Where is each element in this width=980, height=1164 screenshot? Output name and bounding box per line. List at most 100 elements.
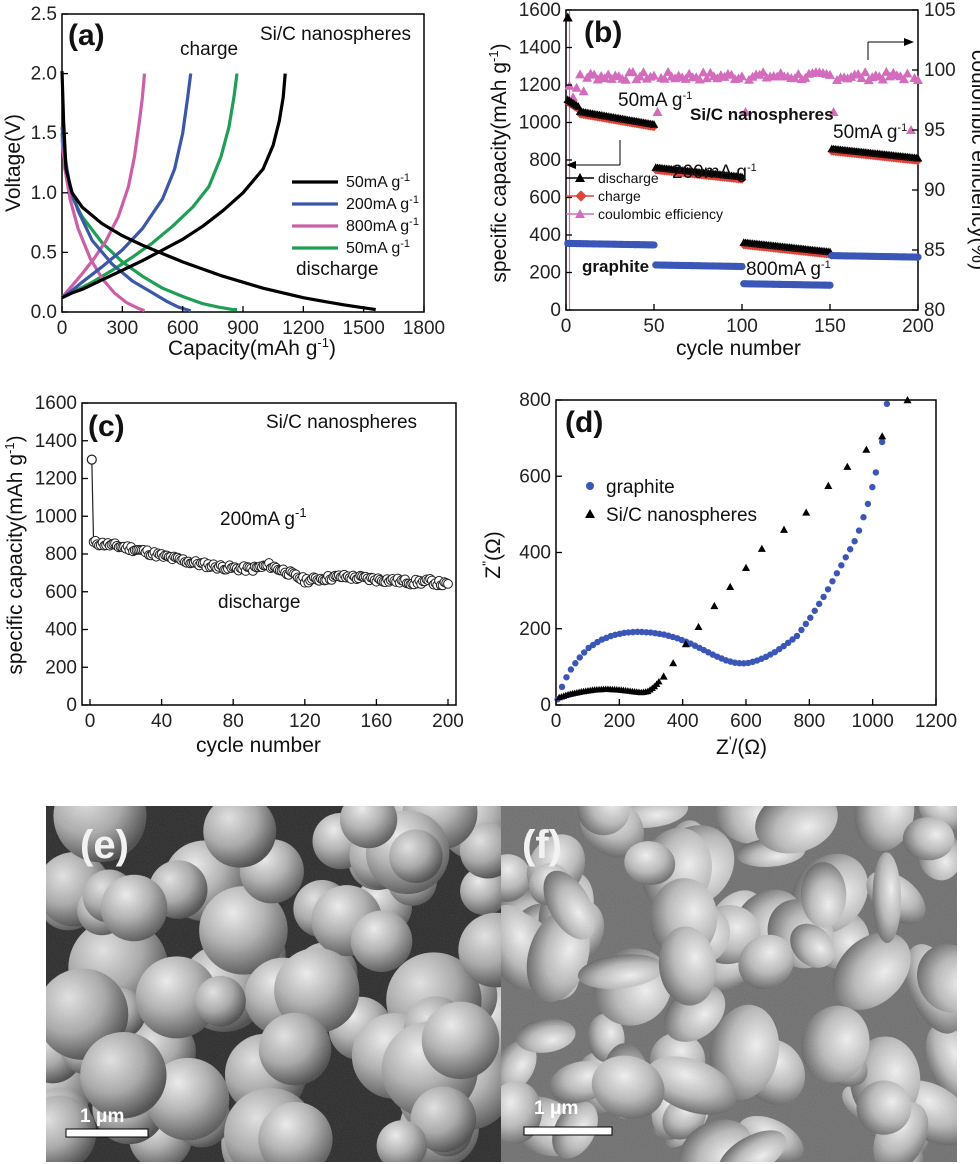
chart-c: 0 40 80 120 160 200 0 200 400 600 800 1000 1200 1400 1… [2,393,464,757]
y-tick-label: 600 [519,466,551,487]
y-tick-label: 1400 [519,38,561,59]
legend-label: 50mA g-1 [346,238,410,257]
graphite-point [833,570,841,577]
chart-d: 0 200 400 600 800 1000 1200 0 200 400 600 800 (d) g… [479,390,957,759]
y-tick-label: 0 [550,300,561,321]
graphite-point [869,483,876,491]
graphite-point [864,500,872,508]
y-tick-label: 400 [45,620,77,641]
y-tick-label: 800 [519,390,551,411]
chart-b-rate-4: 50mA g-1 [833,122,907,143]
chart-c-marks [86,454,453,591]
chart-b-legend: discharge charge coulombic efficiency [566,170,723,222]
x-tick-label: 0 [551,711,562,732]
series-line-charge [61,73,239,300]
ce-point [659,73,670,83]
ce-point [571,82,582,92]
y-tick-label: 0 [540,695,551,716]
y2-tick-label: 100 [924,60,956,81]
graphite-point [846,546,854,553]
ce-point [758,67,769,77]
legend-label: Si/C nanospheres [606,505,757,526]
x-tick-label: 300 [106,318,138,339]
graphite-point [826,281,834,289]
chart-a: 0 300 600 900 1200 1500 1800 0.0 0.5 1.0 1.5 2.0 2.5… [2,4,445,360]
graphite-point [563,674,570,681]
chart-b-rate-2: 200mA g-1 [672,162,757,183]
sic-point [802,508,811,516]
graphite-point [855,527,863,534]
sic-point [843,462,852,470]
ce-point [578,86,589,96]
legend-label: discharge [598,170,659,186]
x-tick-label: 100 [726,316,758,337]
x-tick-label: 1800 [403,318,445,339]
legend-label: 800mA g-1 [346,216,419,235]
x-tick-label: 1200 [282,318,324,339]
y2-tick-label: 95 [924,120,945,141]
graphite-point [829,578,836,585]
ce-point [856,72,867,82]
chart-d-ylabel: Z"(Ω) [479,531,505,579]
x-tick-label: 1000 [852,711,894,732]
ce-point [877,74,888,84]
x-tick-label: 200 [902,316,934,337]
y-tick-label: 2.5 [31,4,57,25]
graphite-point [838,562,845,569]
graphite-point [567,666,575,673]
chart-d-marks [554,396,912,703]
y-tick-label: 1.5 [31,123,57,144]
legend-swatch-marker [575,209,585,218]
chart-b-ylabel: specific capacity(mAh g-1) [486,43,511,282]
chart-b-xlabel: cycle number [676,337,801,360]
chart-b-rate-1: 50mA g-1 [618,90,692,111]
graphite-point [883,400,891,408]
y-tick-label: 1000 [519,113,561,134]
sem-image-e-label: (e) [80,823,129,867]
x-tick-label: 150 [814,316,846,337]
discharge-point [737,172,747,181]
sic-point [694,622,703,631]
chart-a-ylabel: Voltage(V) [2,114,25,212]
legend-swatch-marker [575,173,585,182]
graphite-point [798,626,805,634]
x-tick-label: 800 [793,711,825,732]
graphite-point [851,538,858,545]
chart-a-title: Si/C nanospheres [260,24,411,45]
ce-point [828,107,839,116]
y-tick-label: 0.5 [31,242,57,263]
chart-c-discharge-label: discharge [218,592,300,613]
sem-image-e [46,806,501,1162]
y-tick-label: 0 [66,695,77,716]
axis-arrow-head [566,161,576,169]
y-tick-label: 600 [529,188,561,209]
ce-point [860,67,871,77]
chart-a-legend: 50mA g-1 200mA g-1 800mA g-1 50mA g-1 [292,172,419,257]
ce-point [905,125,916,134]
axis-arrow-head [904,38,914,46]
y-tick-label: 1600 [519,0,561,21]
ce-point [649,70,659,80]
sic-point [742,563,750,571]
ce-point [575,69,586,79]
chart-c-axes: 0 40 80 120 160 200 0 200 400 600 800 1000 1200 1400 1… [35,393,464,732]
sem-image-f-scale-label: 1 μm [534,1098,578,1119]
graphite-point [860,514,867,521]
graphite-point [650,241,658,249]
chart-c-rate-label: 200mA g-1 [220,505,307,530]
y2-tick-label: 105 [924,0,956,21]
graphite-point [789,636,796,643]
ce-point [740,107,751,116]
panel-label-d: (d) [565,406,603,439]
legend-swatch-marker [575,190,587,202]
x-tick-label: 0 [85,711,96,732]
ce-point [627,67,638,77]
x-tick-label: 1500 [343,318,385,339]
chart-b-ylabel2: coulombic efficiency(%) [967,50,980,270]
chart-c-title: Si/C nanospheres [266,412,417,433]
graphite-point [842,554,849,561]
ce-point [638,67,649,77]
graphite-point [572,660,579,667]
ce-point [620,74,631,84]
